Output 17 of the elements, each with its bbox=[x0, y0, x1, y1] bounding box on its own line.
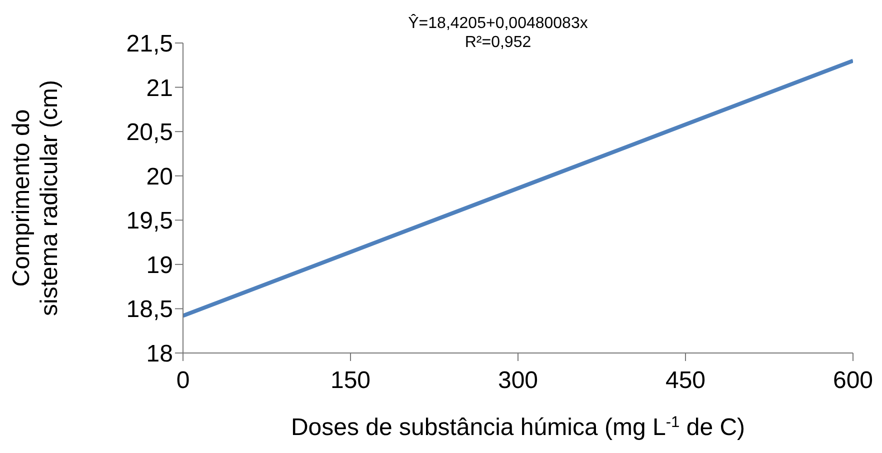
x-tick-label: 450 bbox=[665, 367, 706, 394]
text: Ŷ=18,4205+0,00480083x bbox=[407, 14, 589, 33]
y-tick-label: 18,5 bbox=[126, 296, 173, 324]
y-tick-label: 18 bbox=[146, 340, 173, 368]
annotation: R²=0,952 bbox=[464, 33, 532, 52]
y-tick-label: 19 bbox=[146, 252, 173, 279]
y-tick-label: 21 bbox=[146, 74, 173, 102]
y-tick-label: 19,5 bbox=[126, 208, 173, 235]
x-axis-title: Doses de substância húmica (mg L$^{-1}$ de C) bbox=[290, 414, 746, 441]
x-tick-label: 0 bbox=[176, 367, 190, 394]
y-tick-label: 20 bbox=[146, 163, 173, 190]
x-tick-label: 600 bbox=[832, 367, 874, 394]
y-tick-label: 21,5 bbox=[126, 30, 173, 58]
y-tick-label: 20,5 bbox=[126, 119, 173, 146]
x-tick-label: 300 bbox=[498, 367, 538, 394]
y-axis-title: Comprimento do sistema radicular (cm) bbox=[8, 80, 63, 316]
x-tick-label: 150 bbox=[330, 367, 371, 394]
